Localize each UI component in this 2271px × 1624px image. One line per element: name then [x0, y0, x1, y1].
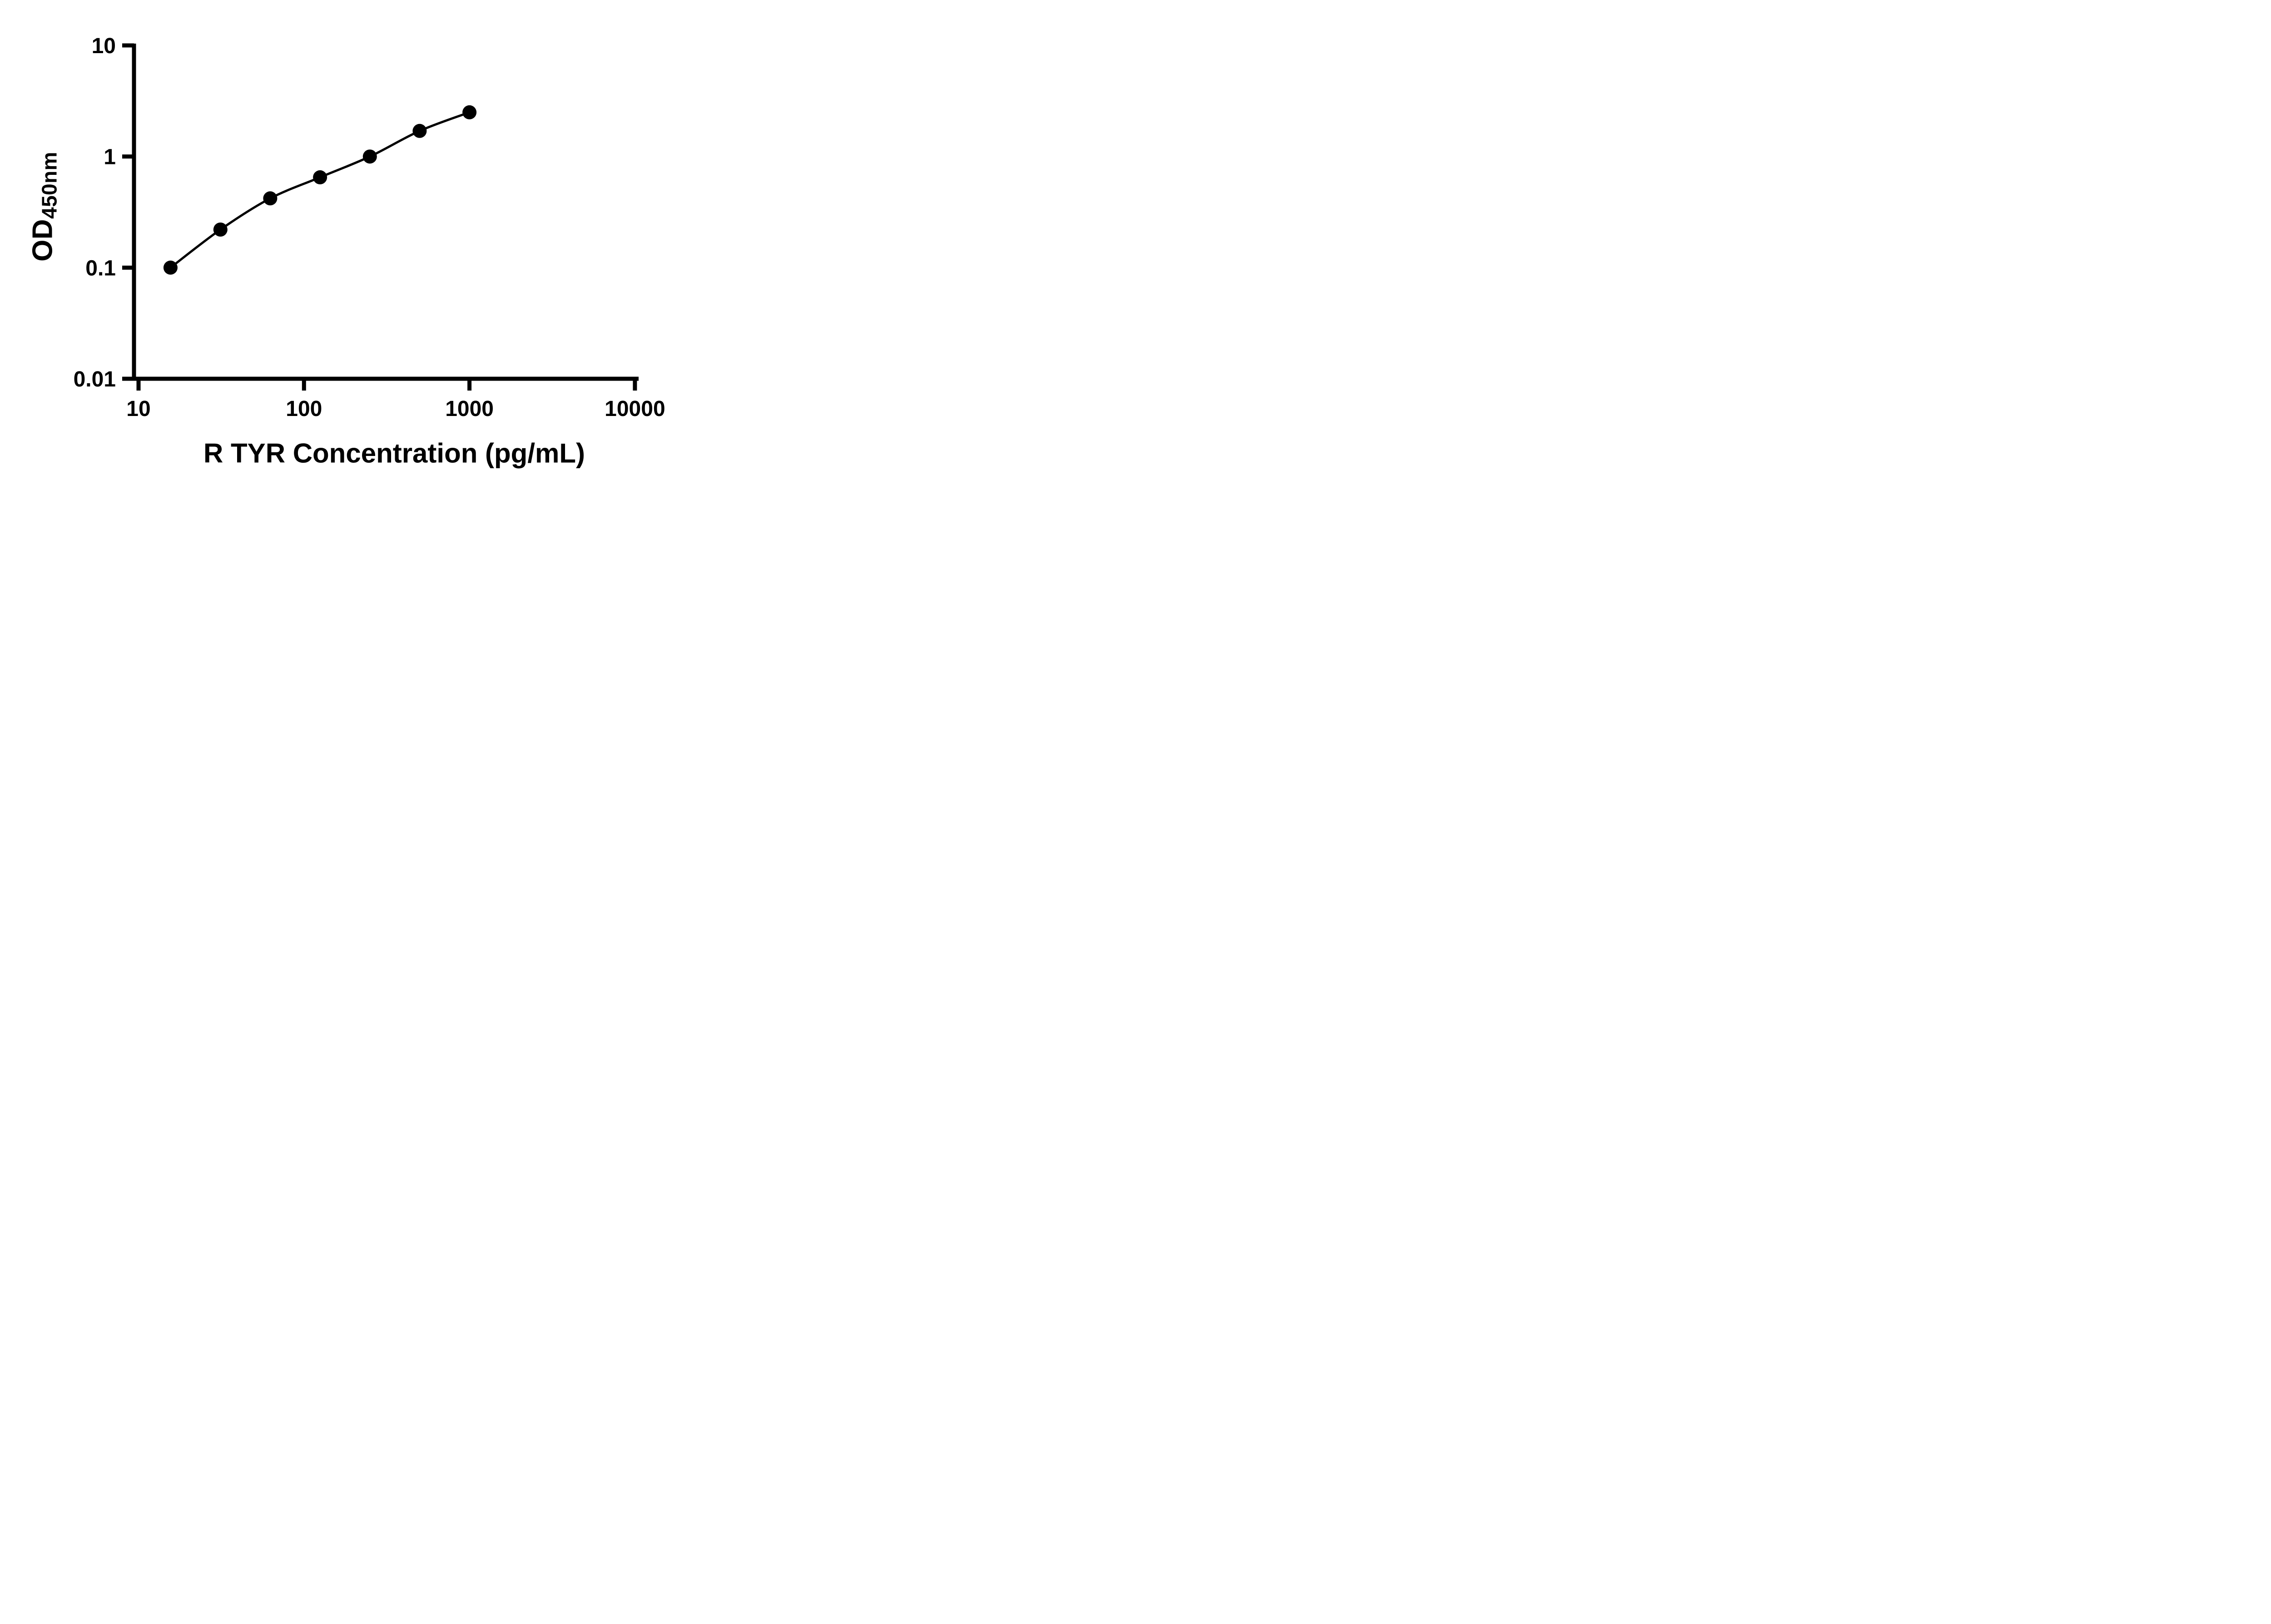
x-axis-tick-label: 10000 [605, 397, 665, 421]
x-axis-tick-label: 1000 [445, 397, 494, 421]
data-point-marker [163, 260, 178, 275]
y-axis-tick-label: 0.01 [74, 367, 116, 391]
data-point-marker [412, 124, 427, 138]
axis-spines [132, 44, 639, 381]
y-axis-tick-label: 0.1 [85, 256, 116, 280]
x-axis-title: R TYR Concentration (pg/mL) [203, 438, 585, 469]
x-axis-tick-label: 10 [126, 397, 150, 421]
data-point-marker [213, 223, 228, 237]
y-axis-tick-label: 1 [104, 145, 116, 169]
y-axis-title: OD450nm [26, 152, 61, 262]
x-axis-tick-label: 100 [286, 397, 322, 421]
data-point-marker [462, 105, 477, 119]
data-point-marker [313, 170, 327, 184]
chart-canvas: 10 100 1000 10000 10 1 0.1 0.01 [74, 34, 665, 421]
y-axis-title-subscript: 450nm [37, 152, 61, 219]
y-axis-title-main: OD [27, 218, 59, 262]
y-axis-tick-label: 10 [92, 34, 116, 58]
data-point-marker [362, 149, 377, 164]
data-point-marker [263, 191, 278, 206]
elisa-standard-curve-figure: 10 100 1000 10000 10 1 0.1 0.01 OD450nm R TYR C… [0, 0, 700, 487]
